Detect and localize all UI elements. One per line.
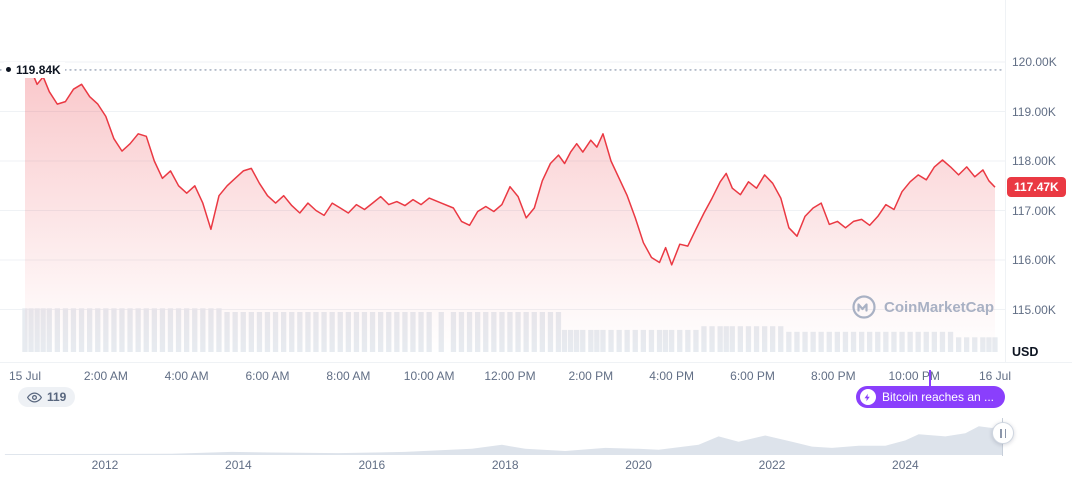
timeline-year-label: 2012 [91, 458, 119, 472]
x-axis-label: 15 Jul [8, 369, 42, 383]
y-axis-label: 118.00K [1012, 154, 1056, 168]
eye-icon [27, 390, 42, 405]
x-axis-label: 2:00 AM [83, 369, 128, 383]
coinmarketcap-logo-icon [851, 294, 877, 320]
y-axis-label: 119.00K [1012, 104, 1056, 119]
x-axis-label: 16 Jul [978, 369, 1012, 383]
mini-history-chart[interactable] [0, 418, 1005, 456]
timeline-year-label: 2014 [225, 458, 252, 472]
x-axis-label: 4:00 PM [649, 369, 695, 383]
high-price-text: 119.84K [16, 62, 61, 77]
current-price-badge: 117.47K [1007, 177, 1066, 198]
y-axis: USD 120.00K 119.00K 118.00K 117.00K 116.00K 1… [1005, 0, 1072, 362]
price-line [24, 69, 996, 266]
chart-area[interactable]: 119.84K CoinMarketCap [0, 0, 1006, 362]
volume-bar [22, 308, 28, 352]
x-axis-label: 8:00 PM [810, 369, 856, 383]
news-badge[interactable]: Bitcoin reaches an ... [855, 386, 1005, 408]
y-axis-label: 116.00K [1012, 253, 1056, 267]
x-axis: 15 Jul 2:00 AM 4:00 AM 6:00 AM 8:00 AM 10:00 … [0, 362, 1072, 387]
mini-area [4, 424, 1003, 455]
timeline-year-label: 2022 [758, 458, 786, 472]
timeline-year-label: 2016 [358, 458, 386, 472]
timeline-scrubber[interactable] [0, 418, 1014, 456]
timeline-year-label: 2020 [625, 458, 652, 472]
x-axis-label: 10:00 AM [403, 369, 455, 383]
coinmarketcap-watermark: CoinMarketCap [851, 294, 994, 320]
timeline-year-label: 2018 [491, 458, 519, 472]
news-badge-label: Bitcoin reaches an ... [881, 390, 994, 404]
x-axis-label: 12:00 PM [484, 369, 536, 383]
high-price-marker-dot [6, 67, 11, 73]
x-axis-label: 6:00 PM [730, 369, 775, 383]
watermark-text: CoinMarketCap [884, 298, 995, 316]
price-chart-svg[interactable] [0, 0, 1005, 362]
x-axis-label: 10:00 PM [888, 369, 940, 383]
x-axis-label: 4:00 AM [164, 369, 209, 383]
scrubber-handle[interactable] [992, 422, 1014, 444]
y-axis-label: 117.00K [1012, 203, 1056, 218]
x-axis-label: 6:00 AM [245, 369, 290, 383]
currency-unit-label: USD [1012, 345, 1039, 359]
x-axis-label: 8:00 AM [326, 369, 371, 383]
y-axis-label: 120.00K [1012, 55, 1057, 69]
x-axis-label: 2:00 PM [568, 369, 614, 383]
watch-count: 119 [47, 390, 67, 404]
lightning-icon [859, 389, 876, 405]
y-axis-label: 115.00K [1012, 302, 1056, 317]
news-event-tick [929, 370, 932, 386]
price-area-fill [25, 69, 995, 353]
timeline-years: 2012 2014 2016 2018 2020 2022 2024 [0, 457, 1072, 475]
watch-count-pill[interactable]: 119 [18, 387, 76, 407]
high-price-label: 119.84K [4, 61, 65, 78]
timeline-year-label: 2024 [892, 458, 919, 472]
